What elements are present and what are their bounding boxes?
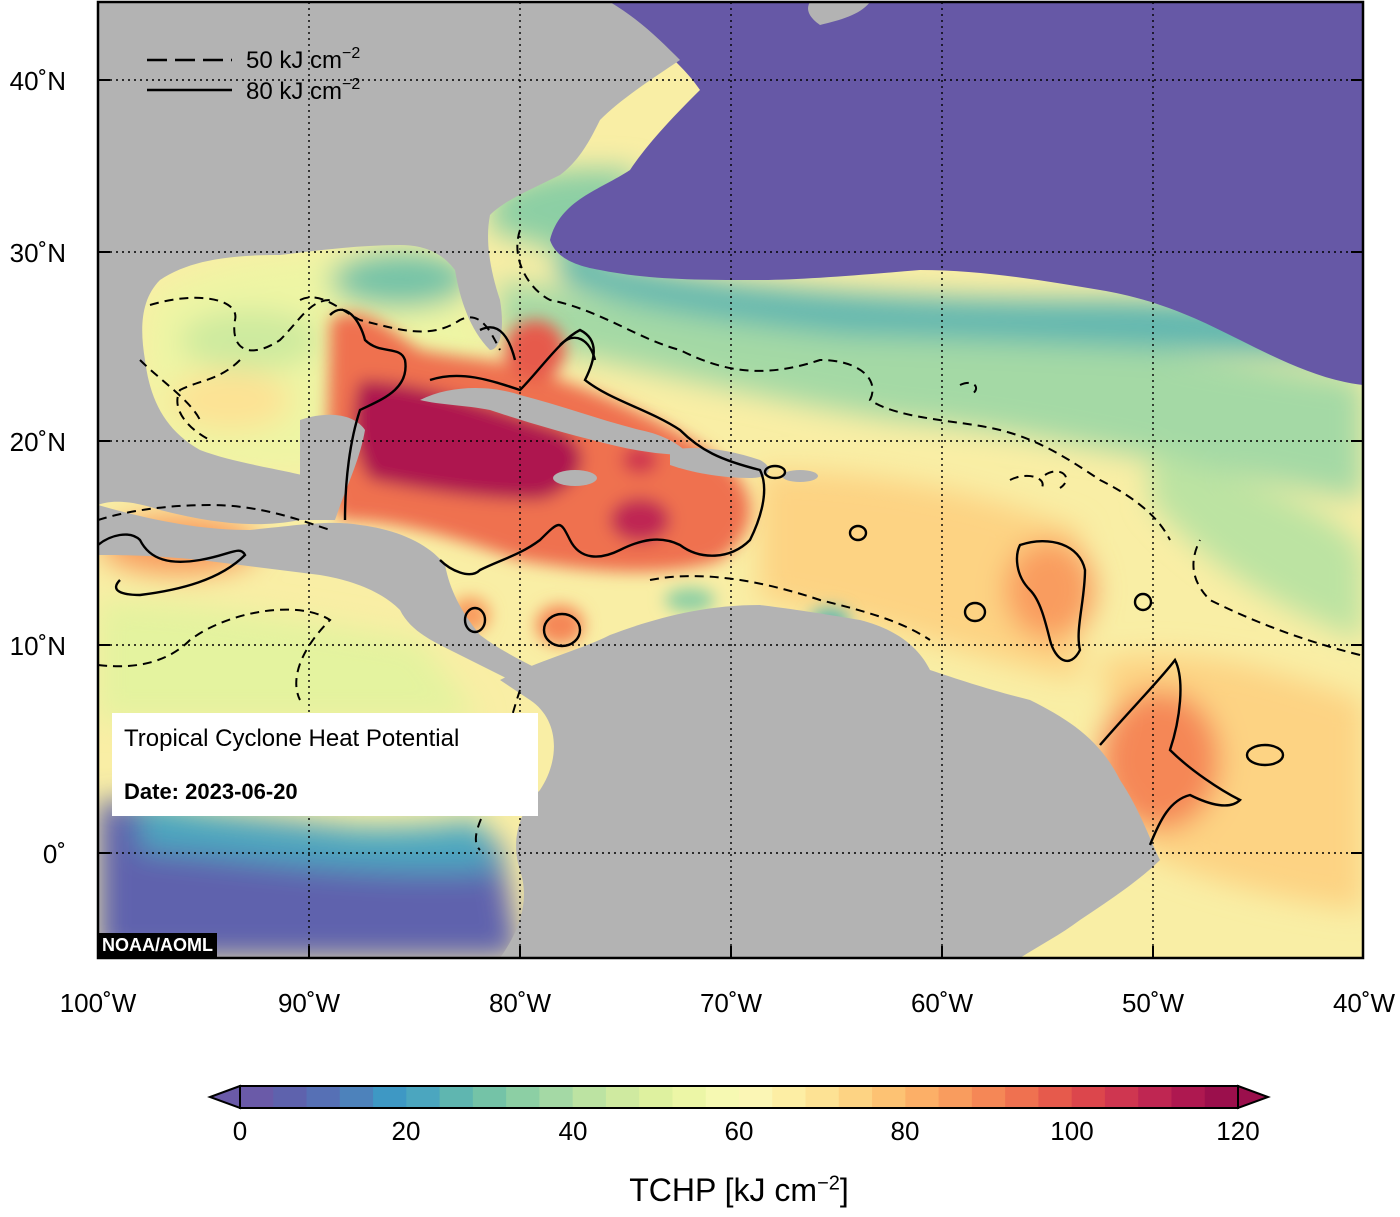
colorbar-cell [905, 1086, 940, 1108]
colorbar: 0 20 40 60 80 100 120 [207, 1084, 1271, 1146]
colorbar-title-exponent: −2 [817, 1172, 840, 1195]
lat-label: 20˚N [10, 427, 66, 457]
colorbar-cell [1071, 1086, 1106, 1108]
lat-label: 0˚ [43, 839, 66, 869]
latitude-labels: 40˚N 30˚N 20˚N 10˚N 0˚ [10, 66, 66, 869]
colorbar-cell [1038, 1086, 1073, 1108]
legend-80-label: 80 kJ cm−2 [246, 76, 360, 105]
lat-label: 10˚N [10, 631, 66, 661]
south-america-land [500, 605, 1160, 958]
colorbar-cell [506, 1086, 540, 1108]
colorbar-tick-label: 120 [1216, 1116, 1259, 1146]
legend-50-label: 50 kJ cm−2 [246, 45, 360, 74]
colorbar-cell [1138, 1086, 1173, 1108]
info-box: Tropical Cyclone Heat Potential Date: 20… [112, 713, 538, 816]
axis-ticks [98, 79, 1363, 958]
colorbar-title-close: ] [839, 1172, 849, 1208]
colorbar-cell [938, 1086, 973, 1108]
map-plot-area: 50 kJ cm−2 80 kJ cm−2 [98, 2, 1363, 958]
colorbar-cell [406, 1086, 441, 1108]
colorbar-tick-label: 20 [392, 1116, 421, 1146]
colorbar-cell [672, 1086, 707, 1108]
colorbar-cell [472, 1086, 507, 1108]
colorbar-cell [572, 1086, 607, 1108]
colorbar-ticks: 0 20 40 60 80 100 120 [233, 1116, 1260, 1146]
lon-label: 50˚W [1122, 988, 1185, 1018]
colorbar-over-arrow [1237, 1084, 1271, 1110]
lon-label: 80˚W [489, 988, 552, 1018]
north-america-land [98, 2, 680, 525]
hispaniola-land [670, 448, 769, 478]
colorbar-cell [339, 1086, 374, 1108]
nova-scotia-land [808, 2, 870, 25]
colorbar-cell [605, 1086, 640, 1108]
lon-label: 40˚W [1333, 988, 1396, 1018]
colorbar-cell [539, 1086, 574, 1108]
colorbar-cell [240, 1086, 274, 1108]
lon-label: 60˚W [911, 988, 974, 1018]
colorbar-cell [1171, 1086, 1206, 1108]
longitude-labels: 100˚W 90˚W 80˚W 70˚W 60˚W 50˚W 40˚W [60, 988, 1396, 1018]
colorbar-cell [705, 1086, 740, 1108]
colorbar-cell [306, 1086, 341, 1108]
lon-label: 70˚W [700, 988, 763, 1018]
contour-legend [147, 58, 232, 92]
colorbar-cell [639, 1086, 674, 1108]
lat-label: 30˚N [10, 238, 66, 268]
cuba-land [420, 388, 690, 455]
colorbar-cell [373, 1086, 407, 1108]
yucatan-land [300, 414, 365, 520]
colorbar-cell [805, 1086, 840, 1108]
colorbar-cell [1005, 1086, 1039, 1108]
cold-northwest-atlantic [550, 2, 1363, 385]
colorbar-cell [872, 1086, 906, 1108]
colorbar-tick-label: 60 [725, 1116, 754, 1146]
product-title: Tropical Cyclone Heat Potential [124, 725, 460, 752]
credit-badge: NOAA/AOML [98, 933, 217, 957]
colorbar-cell [1204, 1086, 1239, 1108]
colorbar-tick-label: 0 [233, 1116, 247, 1146]
colorbar-cell [273, 1086, 308, 1108]
lon-label: 100˚W [60, 988, 137, 1018]
graticule [98, 2, 1363, 958]
colorbar-title: TCHP [kJ cm−2] [0, 1172, 1400, 1209]
colorbar-cell [1104, 1086, 1139, 1108]
lon-label: 90˚W [278, 988, 341, 1018]
colorbar-tick-label: 80 [891, 1116, 920, 1146]
land-masses [98, 2, 1160, 958]
colorbar-frame [239, 1085, 1239, 1109]
contour-80 [98, 308, 1285, 846]
colorbar-cell [739, 1086, 773, 1108]
colorbar-cell [772, 1086, 807, 1108]
colorbar-tick-label: 100 [1050, 1116, 1093, 1146]
colorbar-title-text: TCHP [kJ cm [629, 1172, 818, 1208]
colorbar-cell [439, 1086, 474, 1108]
jamaica-land [553, 470, 597, 486]
colorbar-under-arrow [207, 1084, 241, 1110]
puerto-rico-land [782, 470, 818, 482]
colorbar-cells [240, 1086, 1239, 1108]
colorbar-cell [971, 1086, 1006, 1108]
colorbar-cell [838, 1086, 873, 1108]
colorbar-tick-label: 40 [559, 1116, 588, 1146]
product-date: Date: 2023-06-20 [124, 779, 298, 804]
lat-label: 40˚N [10, 66, 66, 96]
